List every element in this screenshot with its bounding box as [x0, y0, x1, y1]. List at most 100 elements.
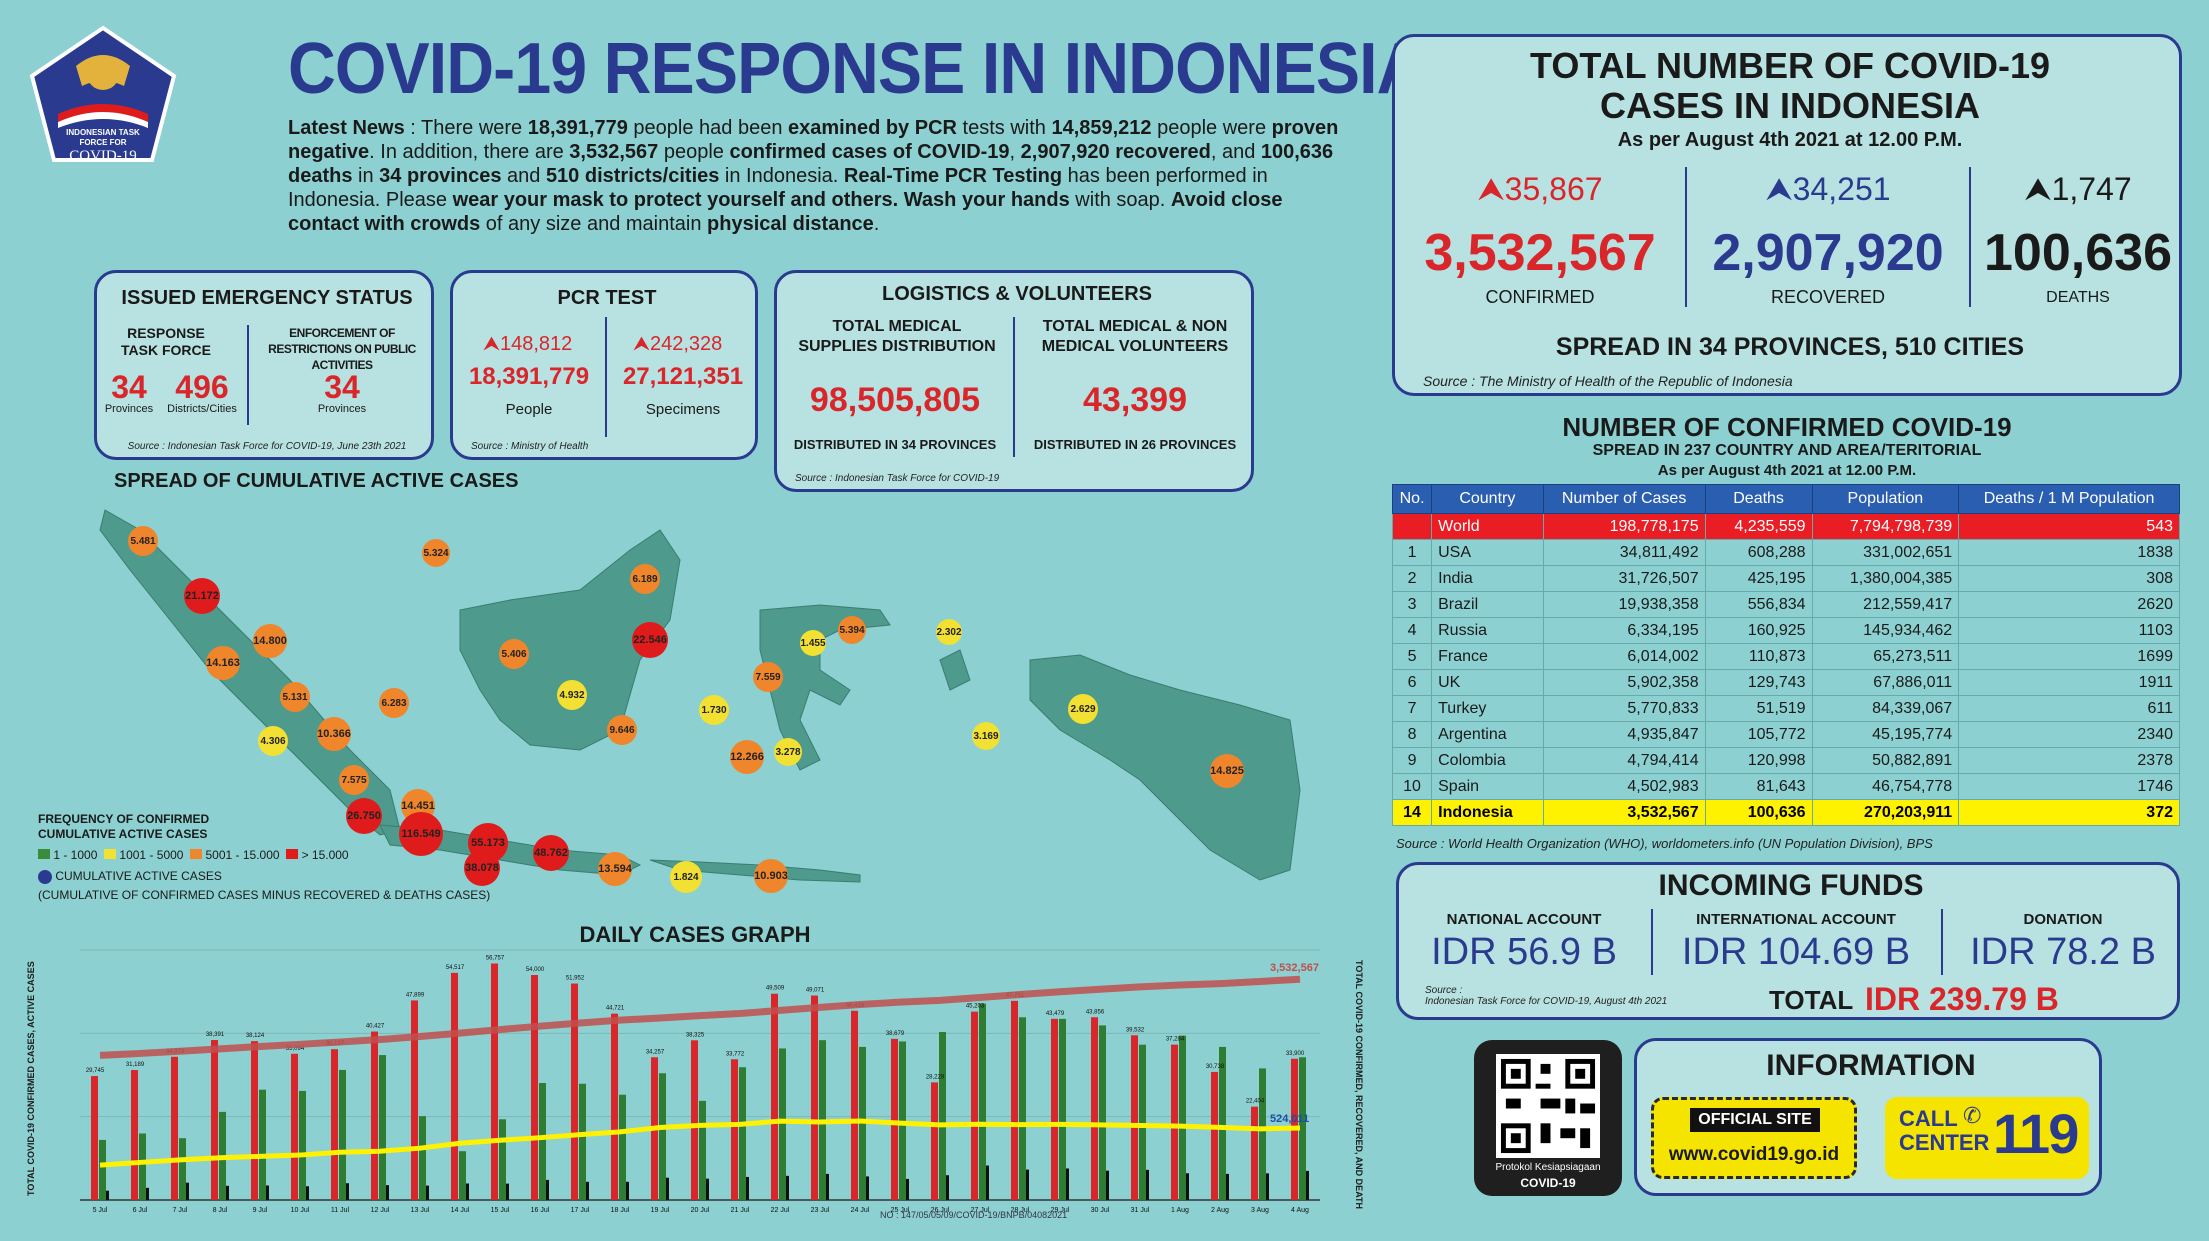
page-title: COVID-19 RESPONSE IN INDONESIA — [288, 29, 1424, 109]
recovered-bar — [579, 1083, 586, 1200]
data-label: 49,071 — [806, 988, 825, 994]
x-tick-label: 1 Aug — [1171, 1207, 1189, 1214]
table-cell: 5 — [1391, 643, 1433, 670]
data-label: 40,427 — [366, 1024, 385, 1030]
legend-lowmid: 1001 - 5000 — [119, 848, 184, 862]
deaths-bar — [506, 1183, 509, 1200]
map-bubble: 13.594 — [598, 852, 632, 886]
table-cell: 110,873 — [1704, 643, 1813, 670]
indonesia-map — [99, 509, 1301, 883]
table-cell: 8 — [1391, 721, 1433, 748]
table-cell: 611 — [1958, 695, 2180, 722]
call-center-label: CALL CENTER — [1899, 1106, 1990, 1155]
deaths-bar — [386, 1185, 389, 1200]
table-cell: Argentina — [1431, 721, 1544, 748]
confirmed-bar — [531, 975, 538, 1200]
table-row: 1 USA 34,811,492 608,288 331,002,651 1838 — [1391, 539, 2180, 566]
map-bubble: 1.824 — [670, 861, 702, 893]
recovered-bar — [259, 1089, 266, 1200]
logistics-n2: 43,399 — [1083, 381, 1187, 419]
x-tick-label: 7 Jul — [173, 1207, 188, 1214]
table-header: Deaths / 1 M Population — [1958, 484, 2180, 514]
confirmed-bar — [331, 1049, 338, 1200]
emergency-n3: 34 — [324, 369, 360, 405]
pcr-panel: PCR TEST ⮝148,812 ⮝242,328 18,391,779 Pe… — [450, 270, 758, 460]
legend-mid: 5001 - 15.000 — [205, 848, 280, 862]
x-tick-label: 8 Jul — [213, 1207, 228, 1214]
map-bubble: 21.172 — [184, 578, 220, 614]
logo-emblem-icon — [29, 25, 177, 162]
qr-card[interactable]: Protokol Kesiapsiagaan COVID-19 — [1474, 1040, 1622, 1196]
funds-v1: IDR 56.9 B — [1431, 931, 1617, 973]
recovered-bar — [139, 1133, 146, 1200]
up-arrow-icon: ⮝ — [1765, 171, 1793, 207]
table-row: 5 France 6,014,002 110,873 65,273,511 1699 — [1391, 643, 2180, 670]
funds-v2: IDR 104.69 B — [1681, 931, 1911, 973]
table-row: 6 UK 5,902,358 129,743 67,886,011 1911 — [1391, 669, 2180, 696]
deaths-bar — [1106, 1170, 1109, 1200]
table-cell: 270,203,911 — [1811, 799, 1960, 826]
table-cell: 4,794,414 — [1542, 747, 1706, 774]
funds-l2: INTERNATIONAL ACCOUNT — [1696, 911, 1896, 928]
table-cell: 1838 — [1958, 539, 2180, 566]
table-cell: 120,998 — [1704, 747, 1813, 774]
map-bubble: 48.762 — [533, 835, 569, 871]
recovered-bar — [339, 1069, 346, 1200]
x-tick-label: 6 Jul — [133, 1207, 148, 1214]
recovered-bar — [1019, 1017, 1026, 1200]
table-cell: 67,886,011 — [1811, 669, 1960, 696]
table-cell: USA — [1431, 539, 1544, 566]
active-end-label: 524,011 — [1270, 1113, 1309, 1125]
table-row: 4 Russia 6,334,195 160,925 145,934,462 1103 — [1391, 617, 2180, 644]
map-bubble: 5.394 — [838, 616, 866, 644]
recovered-bar — [779, 1048, 786, 1200]
task-force-logo: INDONESIAN TASK FORCE FOR COVID-19 — [28, 24, 178, 164]
x-tick-label: 14 Jul — [451, 1207, 470, 1214]
map-bubble: 26.750 — [346, 798, 382, 834]
total-inc-recovered: ⮝34,251 — [1765, 171, 1891, 207]
emergency-col1: RESPONSE TASK FORCE — [121, 325, 211, 358]
qr-caption2: COVID-19 — [1520, 1176, 1576, 1190]
x-tick-label: 26 Jul — [931, 1207, 950, 1214]
official-site-button[interactable]: OFFICIAL SITE www.covid19.go.id — [1651, 1097, 1857, 1179]
table-cell: 3,532,567 — [1542, 799, 1706, 826]
table-cell: 4,502,983 — [1542, 773, 1706, 800]
confirmed-bar — [891, 1038, 898, 1200]
total-recovered: 2,907,920 — [1712, 224, 1944, 282]
logo-line3: COVID-19 — [69, 148, 137, 164]
funds-l1: NATIONAL ACCOUNT — [1446, 911, 1602, 928]
data-label: 45,203 — [966, 1004, 985, 1010]
logistics-source: Source : Indonesian Task Force for COVID… — [795, 473, 1000, 484]
deaths-bar — [546, 1179, 549, 1200]
deaths-bar — [1186, 1173, 1189, 1200]
legend-title2: CUMULATIVE ACTIVE CASES — [38, 827, 208, 841]
table-cell: 1911 — [1958, 669, 2180, 696]
table-cell: 212,559,417 — [1811, 591, 1960, 618]
official-site-label: OFFICIAL SITE — [1690, 1108, 1820, 1132]
x-tick-label: 11 Jul — [331, 1207, 350, 1214]
deaths-bar — [906, 1178, 909, 1200]
map-bubble: 14.825 — [1210, 754, 1244, 788]
legend-high: > 15.000 — [301, 848, 349, 862]
qr-code-icon — [1496, 1054, 1600, 1158]
table-cell: 608,288 — [1704, 539, 1813, 566]
emergency-title: ISSUED EMERGENCY STATUS — [121, 287, 413, 309]
x-tick-label: 3 Aug — [1251, 1207, 1269, 1214]
world-source: Source : World Health Organization (WHO)… — [1396, 836, 1933, 851]
table-cell: 34,811,492 — [1542, 539, 1706, 566]
logistics-title: LOGISTICS & VOLUNTEERS — [881, 283, 1153, 305]
sulawesi-island — [759, 604, 891, 771]
confirmed-bar — [731, 1059, 738, 1200]
official-site-url[interactable]: www.covid19.go.id — [1668, 1144, 1840, 1165]
call-center-button[interactable]: CALL CENTER ✆ 119 — [1885, 1097, 2089, 1179]
recovered-bar — [1099, 1025, 1106, 1200]
recovered-bar — [179, 1138, 186, 1200]
info-title: INFORMATION — [1766, 1049, 1976, 1082]
total-confirmed-line — [99, 975, 1301, 1059]
x-tick-label: 27 Jul — [971, 1207, 990, 1214]
confirmed-bar — [251, 1041, 258, 1200]
table-cell: 2378 — [1958, 747, 2180, 774]
table-cell: 1 — [1391, 539, 1433, 566]
table-cell: Colombia — [1431, 747, 1544, 774]
total-asper: As per August 4th 2021 at 12.00 P.M. — [1617, 129, 1963, 151]
